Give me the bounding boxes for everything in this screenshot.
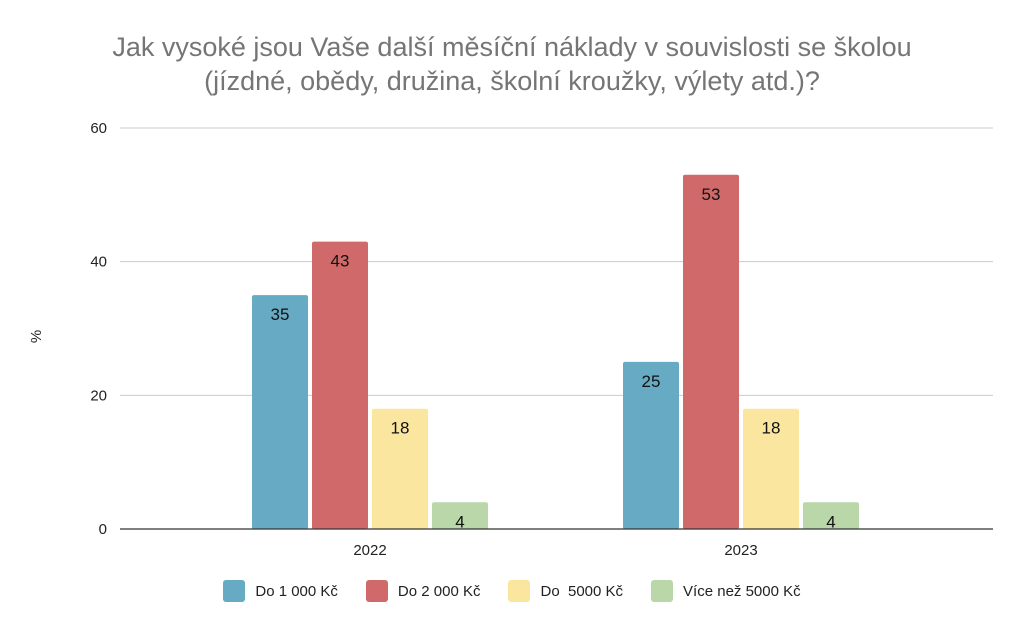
data-label: 53 [702,185,721,204]
legend-item: Do 5000 Kč [508,580,623,602]
x-tick-label: 2023 [724,542,757,559]
bar [312,241,368,529]
chart-title-line-2: (jízdné, obědy, družina, školní kroužky,… [204,66,820,96]
bar [683,174,739,530]
legend: Do 1 000 Kč Do 2 000 Kč Do 5000 Kč Více než… [0,580,1024,602]
legend-item: Do 1 000 Kč [223,580,338,602]
bar [372,408,428,529]
bar [432,502,488,529]
x-tick-label: 2022 [353,542,386,559]
legend-swatch [365,580,388,602]
legend-item: Do 2 000 Kč [365,580,481,602]
legend-swatch [651,580,674,602]
data-label: 25 [642,372,661,391]
legend-label: Do 1 000 Kč [255,582,338,600]
data-label: 4 [455,512,464,531]
legend-label: Více než 5000 Kč [683,582,801,600]
legend-swatch [223,580,246,602]
legend-item: Více než 5000 Kč [651,580,801,602]
y-tick-label: 20 [90,387,107,404]
chart-title-line-1: Jak vysoké jsou Vaše další měsíční nákla… [112,32,912,62]
bar [743,408,799,529]
bar [252,295,308,529]
y-tick-label: 60 [90,120,107,137]
data-label: 43 [331,252,350,271]
chart-title: Jak vysoké jsou Vaše další měsíční nákla… [0,30,1024,98]
y-tick-label: 40 [90,254,107,271]
data-label: 18 [762,419,781,438]
legend-swatch [508,580,531,602]
bar [803,502,859,529]
legend-label: Do 5000 Kč [540,582,624,600]
legend-label: Do 2 000 Kč [397,582,481,600]
data-label: 35 [271,305,290,324]
bar [623,361,679,529]
data-label: 4 [826,512,835,531]
y-tick-label: 0 [99,521,107,538]
data-label: 18 [391,419,410,438]
y-axis-label: % [28,330,45,343]
